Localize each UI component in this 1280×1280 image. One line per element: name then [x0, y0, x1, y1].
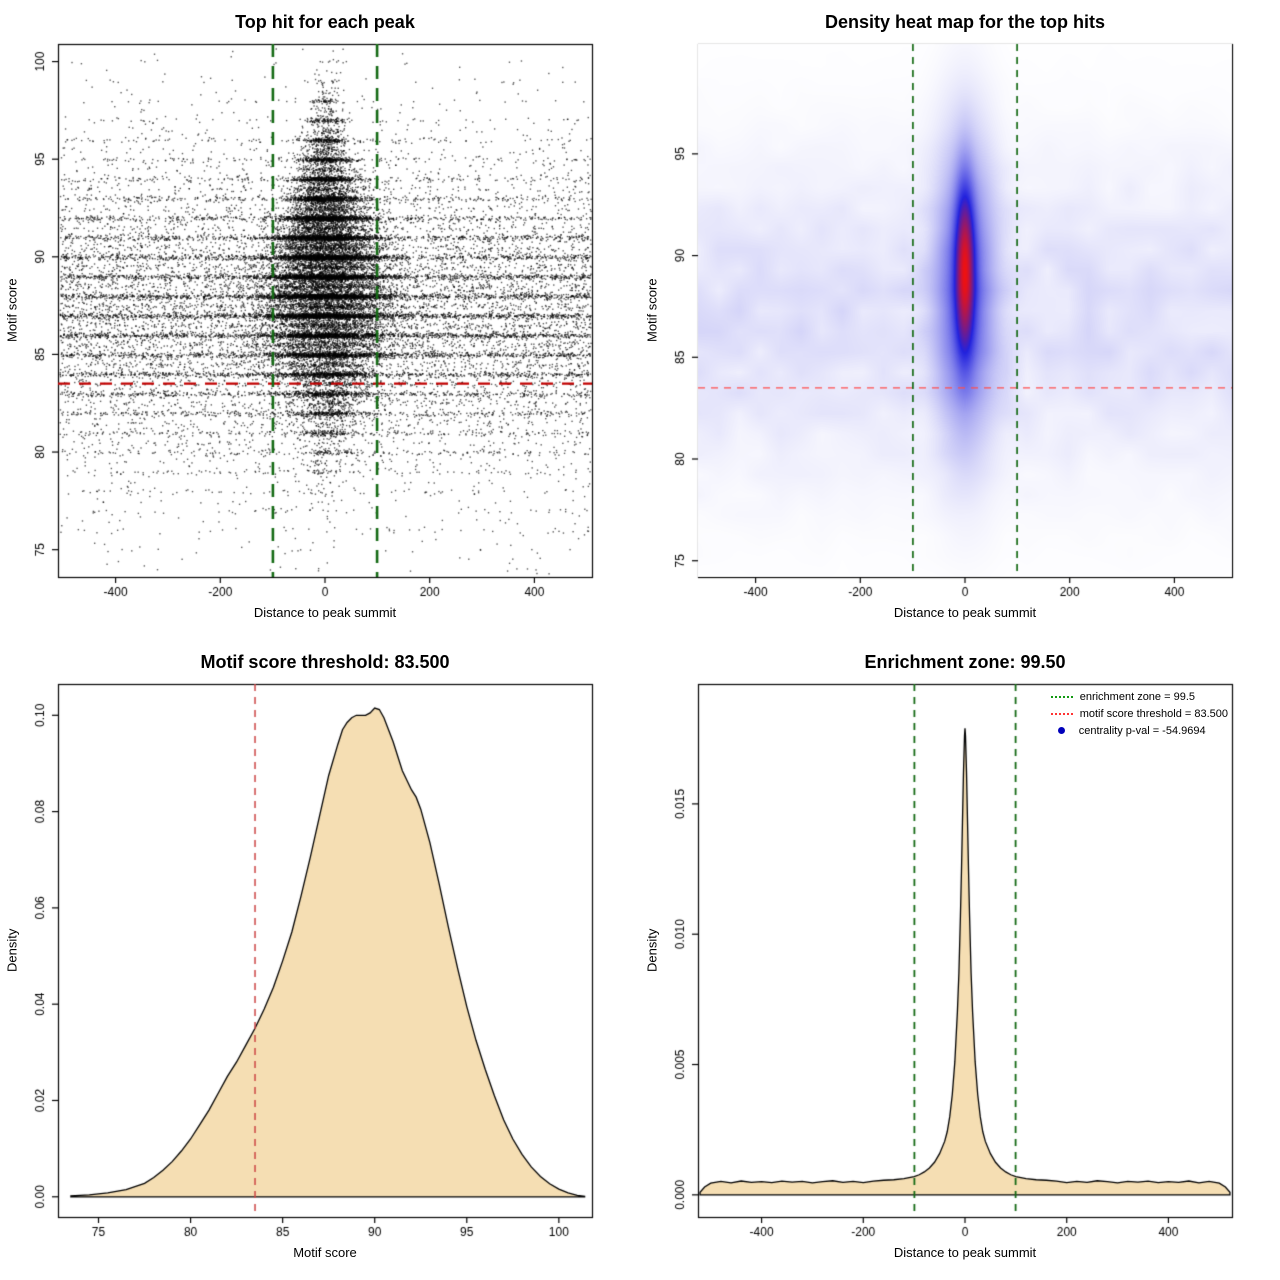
point-sample	[1057, 727, 1065, 734]
legend-item-enrichment-zone: enrichment zone = 99.5	[1050, 688, 1228, 705]
x-axis-label: Distance to peak summit	[253, 605, 397, 620]
legend-item-score-threshold: motif score threshold = 83.500	[1050, 705, 1228, 722]
scatter-canvas	[0, 0, 640, 640]
y-axis-label: Motif score	[644, 278, 660, 343]
panel-title: Motif score threshold: 83.500	[200, 652, 450, 672]
panel-title: Density heat map for the top hits	[824, 12, 1106, 32]
score-density-canvas	[0, 640, 640, 1280]
legend-label: enrichment zone = 99.5	[1079, 690, 1195, 703]
x-axis-label: Distance to peak summit	[893, 1245, 1037, 1260]
panel-title: Top hit for each peak	[235, 12, 415, 32]
legend-item-centrality-pval: centrality p-val = -54.9694	[1051, 722, 1228, 739]
dotted-line-sample	[1050, 712, 1073, 715]
y-axis-label: Motif score	[4, 278, 20, 343]
heatmap-canvas	[640, 0, 1280, 640]
dotted-line-sample	[1050, 695, 1073, 698]
distance-density-canvas	[640, 640, 1280, 1280]
x-axis-label: Motif score	[293, 1245, 357, 1260]
x-axis-label: Distance to peak summit	[893, 605, 1037, 620]
panel-enrichment-zone-density: Enrichment zone: 99.50 Distance to peak …	[640, 640, 1280, 1280]
panel-title: Enrichment zone: 99.50	[864, 652, 1066, 672]
y-axis-label: Density	[644, 928, 660, 973]
legend-label: centrality p-val = -54.9694	[1078, 724, 1206, 737]
panel-density-heatmap: Density heat map for the top hits Distan…	[640, 0, 1280, 640]
panel-motif-score-density: Motif score threshold: 83.500 Motif scor…	[0, 640, 640, 1280]
y-axis-label: Density	[4, 928, 20, 973]
panel-top-hit-scatter: Top hit for each peak Distance to peak s…	[0, 0, 640, 640]
legend: enrichment zone = 99.5 motif score thres…	[1050, 688, 1228, 739]
legend-label: motif score threshold = 83.500	[1079, 707, 1228, 720]
